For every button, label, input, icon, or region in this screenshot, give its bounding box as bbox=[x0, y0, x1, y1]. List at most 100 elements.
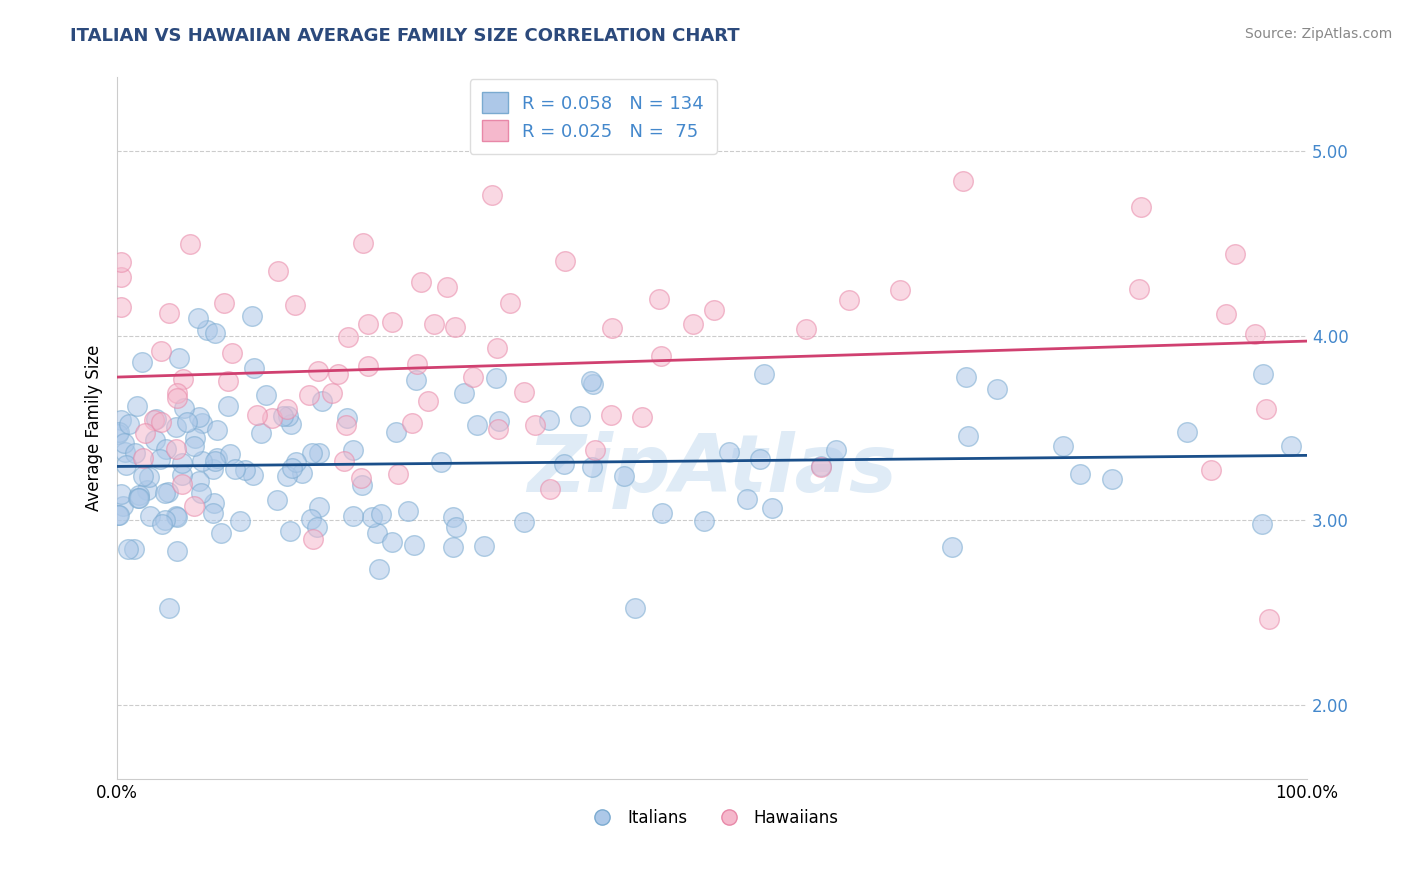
Point bbox=[367, 562, 389, 576]
Point bbox=[624, 600, 647, 615]
Point bbox=[115, 458, 138, 472]
Point bbox=[582, 376, 605, 391]
Point bbox=[352, 477, 374, 491]
Point bbox=[131, 355, 153, 369]
Point bbox=[311, 394, 333, 409]
Point bbox=[217, 374, 239, 388]
Point bbox=[631, 409, 654, 424]
Point bbox=[957, 429, 980, 443]
Point bbox=[406, 357, 429, 371]
Point bbox=[754, 367, 776, 381]
Point bbox=[581, 460, 603, 475]
Point bbox=[423, 318, 446, 332]
Point bbox=[381, 534, 404, 549]
Point bbox=[436, 280, 458, 294]
Point bbox=[110, 487, 132, 501]
Point bbox=[889, 283, 911, 297]
Point bbox=[128, 488, 150, 502]
Point bbox=[682, 317, 704, 331]
Point bbox=[554, 254, 576, 268]
Point bbox=[166, 510, 188, 524]
Point bbox=[124, 445, 146, 459]
Point bbox=[405, 373, 427, 387]
Point bbox=[838, 293, 860, 307]
Point bbox=[749, 451, 772, 466]
Point bbox=[218, 447, 240, 461]
Point bbox=[173, 401, 195, 416]
Point bbox=[271, 409, 294, 423]
Point bbox=[276, 402, 298, 417]
Point bbox=[149, 451, 172, 466]
Point bbox=[172, 467, 194, 482]
Point bbox=[284, 298, 307, 312]
Point bbox=[110, 269, 132, 284]
Point bbox=[1258, 612, 1281, 626]
Point bbox=[332, 454, 354, 468]
Point bbox=[242, 309, 264, 323]
Point bbox=[254, 388, 277, 402]
Point bbox=[190, 486, 212, 500]
Point bbox=[461, 370, 484, 384]
Point bbox=[266, 492, 288, 507]
Point bbox=[117, 541, 139, 556]
Point bbox=[132, 451, 155, 466]
Point bbox=[349, 471, 371, 485]
Point bbox=[165, 419, 187, 434]
Point bbox=[191, 417, 214, 431]
Point bbox=[308, 500, 330, 515]
Point bbox=[284, 455, 307, 469]
Point bbox=[297, 388, 319, 402]
Point bbox=[170, 456, 193, 470]
Point bbox=[693, 514, 716, 528]
Point bbox=[224, 462, 246, 476]
Point bbox=[498, 295, 520, 310]
Point bbox=[176, 415, 198, 429]
Point bbox=[401, 416, 423, 430]
Point bbox=[538, 482, 561, 496]
Point bbox=[941, 540, 963, 554]
Point bbox=[107, 508, 129, 522]
Point bbox=[135, 483, 157, 498]
Point bbox=[1175, 425, 1198, 439]
Point bbox=[165, 442, 187, 457]
Point bbox=[441, 510, 464, 524]
Point bbox=[127, 491, 149, 506]
Point bbox=[138, 470, 160, 484]
Point bbox=[648, 293, 671, 307]
Point bbox=[485, 341, 508, 355]
Point bbox=[114, 445, 136, 459]
Point bbox=[955, 370, 977, 384]
Point bbox=[1199, 463, 1222, 477]
Point bbox=[118, 417, 141, 431]
Point bbox=[145, 412, 167, 426]
Point bbox=[651, 506, 673, 520]
Point bbox=[281, 460, 304, 475]
Point bbox=[1244, 326, 1267, 341]
Point bbox=[110, 255, 132, 269]
Point bbox=[184, 432, 207, 446]
Point bbox=[229, 514, 252, 528]
Point bbox=[195, 323, 218, 337]
Point bbox=[1215, 307, 1237, 321]
Point bbox=[441, 540, 464, 554]
Point bbox=[307, 520, 329, 534]
Point bbox=[142, 413, 165, 427]
Point bbox=[512, 515, 534, 529]
Point bbox=[153, 486, 176, 500]
Point bbox=[474, 539, 496, 553]
Point bbox=[612, 469, 634, 483]
Point bbox=[188, 474, 211, 488]
Point bbox=[179, 237, 201, 252]
Point bbox=[357, 359, 380, 373]
Point bbox=[267, 264, 290, 278]
Point bbox=[321, 385, 343, 400]
Point bbox=[370, 507, 392, 521]
Point bbox=[735, 492, 758, 507]
Point bbox=[276, 468, 298, 483]
Point bbox=[402, 538, 425, 552]
Point bbox=[205, 423, 228, 437]
Point bbox=[453, 386, 475, 401]
Point bbox=[183, 439, 205, 453]
Point bbox=[810, 459, 832, 474]
Point bbox=[183, 499, 205, 513]
